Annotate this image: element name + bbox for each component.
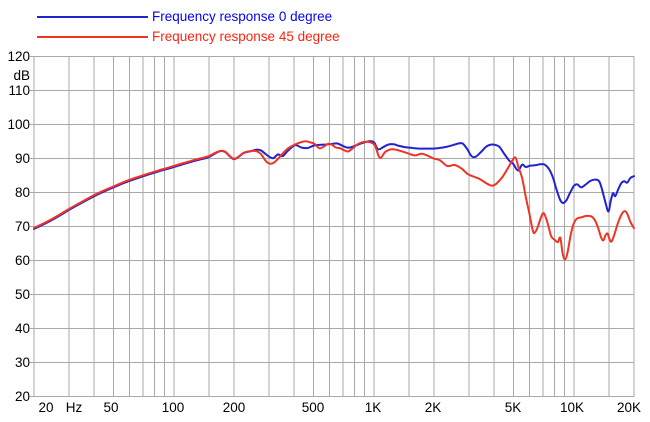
y-axis-label: 20 [15, 389, 30, 404]
x-axis-label: 5K [505, 400, 522, 415]
x-axis-label: 1K [365, 400, 382, 415]
x-axis-label: 200 [223, 400, 246, 415]
x-axis-label: 10K [560, 400, 584, 415]
curve-0-degree [33, 140, 635, 230]
x-axis-label: 50 [103, 400, 118, 415]
x-axis-label: 500 [302, 400, 325, 415]
legend-line-swatch-0-degree [37, 16, 148, 18]
y-axis-label: 30 [15, 355, 30, 370]
x-axis-label: 2K [425, 400, 442, 415]
y-axis-label: 50 [15, 287, 30, 302]
legend-item-0-degree: Frequency response 0 degree [37, 10, 332, 24]
y-axis-label: 110 [8, 83, 30, 98]
y-axis-label: 60 [15, 253, 30, 268]
y-axis-label: 40 [15, 321, 30, 336]
x-axis-label: 20 [38, 400, 53, 415]
legend-label-45-degree: Frequency response 45 degree [152, 29, 340, 44]
y-axis-label: 90 [15, 151, 30, 166]
y-axis-label: 80 [15, 185, 30, 200]
legend-label-0-degree: Frequency response 0 degree [152, 9, 333, 24]
x-axis-label: Hz [66, 400, 83, 415]
x-axis-label: 100 [162, 400, 185, 415]
y-axis-label: 120 [7, 49, 30, 64]
y-axis-label: 70 [15, 219, 30, 234]
legend-item-45-degree: Frequency response 45 degree [37, 30, 340, 44]
x-axis-label: 20K [617, 400, 641, 415]
legend-line-swatch-45-degree [37, 36, 148, 38]
y-axis-label: 100 [7, 117, 30, 132]
curve-45-degree [33, 140, 635, 261]
y-axis-unit-label: dB [13, 68, 30, 83]
